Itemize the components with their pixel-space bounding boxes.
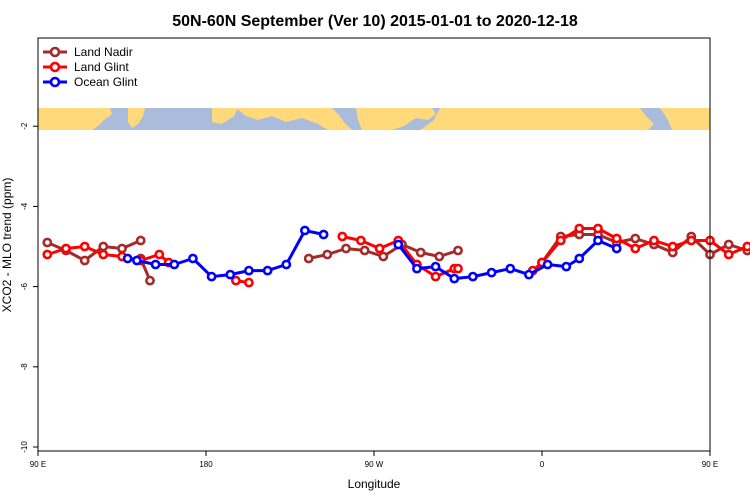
y-tick-label: -6 (20, 283, 29, 291)
legend-label: Land Nadir (74, 45, 133, 59)
data-point (524, 269, 534, 280)
data-point (145, 275, 155, 286)
data-point (486, 267, 497, 278)
data-point (630, 233, 641, 244)
data-point (98, 241, 109, 252)
data-point (649, 235, 659, 246)
series-ocean-glint (122, 225, 622, 284)
x-tick-label: 90 W (365, 460, 384, 469)
data-point (593, 223, 603, 234)
data-point (187, 253, 198, 264)
data-point (322, 249, 333, 260)
y-axis: -2 -4 -6 -8 -10 (20, 122, 38, 453)
data-point (467, 271, 478, 282)
data-point (355, 235, 366, 246)
x-axis-label: Longitude (348, 477, 401, 491)
data-point (415, 247, 426, 258)
data-point (574, 223, 585, 234)
data-point (393, 239, 404, 250)
data-point (303, 253, 314, 264)
data-point (79, 241, 90, 252)
data-point (430, 261, 441, 272)
data-point (574, 253, 585, 264)
data-point (555, 235, 566, 246)
y-tick-label: -10 (20, 441, 29, 453)
data-point (262, 265, 273, 276)
legend-item: Ocean Glint (43, 75, 138, 89)
data-point (378, 251, 389, 262)
data-point (434, 251, 445, 262)
y-tick-label: -4 (20, 202, 29, 210)
data-point (230, 275, 241, 286)
legend-swatch-marker (49, 46, 61, 58)
data-point (318, 229, 329, 240)
data-point (411, 263, 422, 274)
data-point (117, 243, 127, 254)
x-tick-label: 0 (540, 460, 545, 469)
data-point (131, 255, 142, 266)
data-point (42, 237, 53, 248)
data-point (611, 233, 622, 244)
legend-swatch-marker (49, 76, 61, 88)
y-tick-label: -8 (20, 363, 29, 371)
data-point (243, 265, 254, 276)
x-tick-label: 90 E (702, 460, 718, 469)
data-point (542, 259, 553, 270)
data-point (299, 225, 310, 236)
x-tick-label: 90 E (30, 460, 46, 469)
data-point (79, 255, 90, 266)
data-point (374, 243, 385, 254)
data-point (449, 273, 460, 284)
y-axis-label: XCO2 - MLO trend (ppm) (0, 178, 14, 313)
map-strip-land (38, 108, 710, 130)
data-point (593, 235, 603, 246)
data-point (61, 243, 71, 254)
legend-label: Ocean Glint (74, 75, 138, 89)
data-point (667, 241, 678, 252)
data-point (430, 271, 441, 282)
data-point (723, 239, 734, 250)
data-point (154, 249, 165, 260)
data-point (742, 241, 750, 252)
map-strip (38, 108, 710, 130)
data-point (135, 235, 146, 246)
legend-swatch-marker (49, 61, 61, 73)
data-point (206, 271, 217, 282)
data-point (630, 243, 641, 254)
legend-item: Land Glint (43, 60, 129, 74)
data-point (122, 253, 133, 264)
data-point (341, 243, 351, 254)
data-point (686, 235, 697, 246)
y-tick-label: -2 (20, 122, 29, 130)
data-point (150, 259, 161, 270)
series-layer (42, 223, 750, 288)
data-point (611, 243, 622, 254)
data-point (42, 249, 53, 260)
data-point (723, 249, 734, 260)
legend-label: Land Glint (74, 60, 129, 74)
data-point (225, 269, 236, 280)
data-point (453, 263, 463, 274)
chart-title: 50N-60N September (Ver 10) 2015-01-01 to… (172, 13, 578, 30)
x-axis: 90 E 180 90 W 0 90 E (30, 451, 718, 469)
data-point (281, 259, 292, 270)
data-point (337, 231, 348, 242)
data-point (453, 245, 463, 256)
x-tick-label: 180 (199, 460, 213, 469)
legend-item: Land Nadir (43, 45, 133, 59)
data-point (359, 245, 370, 256)
data-point (505, 263, 516, 274)
data-point (561, 261, 572, 272)
data-point (243, 277, 254, 288)
data-point (169, 259, 180, 270)
data-point (98, 249, 109, 260)
